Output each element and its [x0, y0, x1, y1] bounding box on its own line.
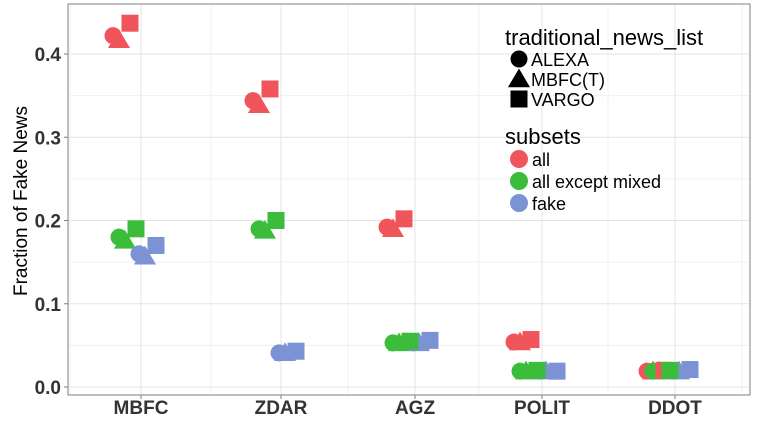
data-point: [421, 331, 439, 349]
y-axis-title: Fraction of Fake News: [11, 106, 32, 296]
legend-key-color: [510, 150, 528, 168]
data-point: [395, 210, 413, 228]
data-point: [110, 228, 128, 246]
data-point: [661, 361, 679, 379]
data-point: [244, 92, 262, 110]
color-legend-title: subsets: [505, 124, 581, 149]
shape-legend-label: MBFC(T): [531, 70, 605, 90]
data-point: [267, 212, 285, 229]
x-tick-label: DDOT: [648, 398, 702, 419]
data-point: [681, 361, 699, 379]
y-tick-label: 0.4: [35, 45, 62, 66]
y-tick-label: 0.3: [35, 128, 61, 149]
data-point: [287, 342, 305, 360]
legend-key-color: [510, 172, 528, 190]
y-tick-label: 0.1: [35, 295, 62, 316]
data-point: [548, 362, 566, 380]
plot-panel: [67, 3, 751, 396]
data-point: [511, 362, 529, 380]
y-tick-label: 0.2: [35, 212, 61, 233]
x-tick-label: AGZ: [395, 398, 436, 419]
legend-key-circle: [510, 50, 528, 68]
data-point: [250, 220, 268, 238]
gridlines: [69, 5, 749, 394]
x-tick-label: MBFC: [114, 398, 169, 419]
data-point: [378, 218, 396, 236]
x-tick-label: ZDAR: [255, 398, 308, 419]
data-point: [384, 334, 402, 352]
shape-legend-label: ALEXA: [531, 50, 589, 70]
color-legend-label: fake: [532, 194, 566, 214]
data-point: [130, 245, 148, 263]
data-point: [401, 332, 419, 350]
x-tick-label: POLIT: [514, 398, 570, 419]
shape-legend-label: VARGO: [531, 90, 595, 110]
data-points: [104, 14, 699, 380]
data-point: [104, 27, 122, 45]
data-point: [522, 331, 540, 349]
data-point: [505, 333, 523, 351]
shape-legend-title: traditional_news_list: [505, 25, 703, 50]
legend-key-triangle: [507, 68, 531, 88]
y-tick-label: 0.0: [35, 378, 61, 399]
x-axis-ticks: MBFC ZDAR AGZ POLIT DDOT: [114, 395, 702, 419]
data-point: [261, 80, 279, 98]
data-point: [270, 344, 288, 362]
data-point: [528, 361, 546, 379]
data-point: [147, 236, 165, 254]
data-point: [121, 14, 139, 32]
color-legend-label: all: [532, 150, 550, 170]
legend-key-square: [510, 90, 528, 108]
color-legend-label: all except mixed: [532, 172, 661, 192]
y-axis-ticks: 0.0 0.1 0.2 0.3 0.4: [35, 45, 68, 399]
data-point: [127, 220, 145, 238]
legend-key-color: [510, 194, 528, 212]
